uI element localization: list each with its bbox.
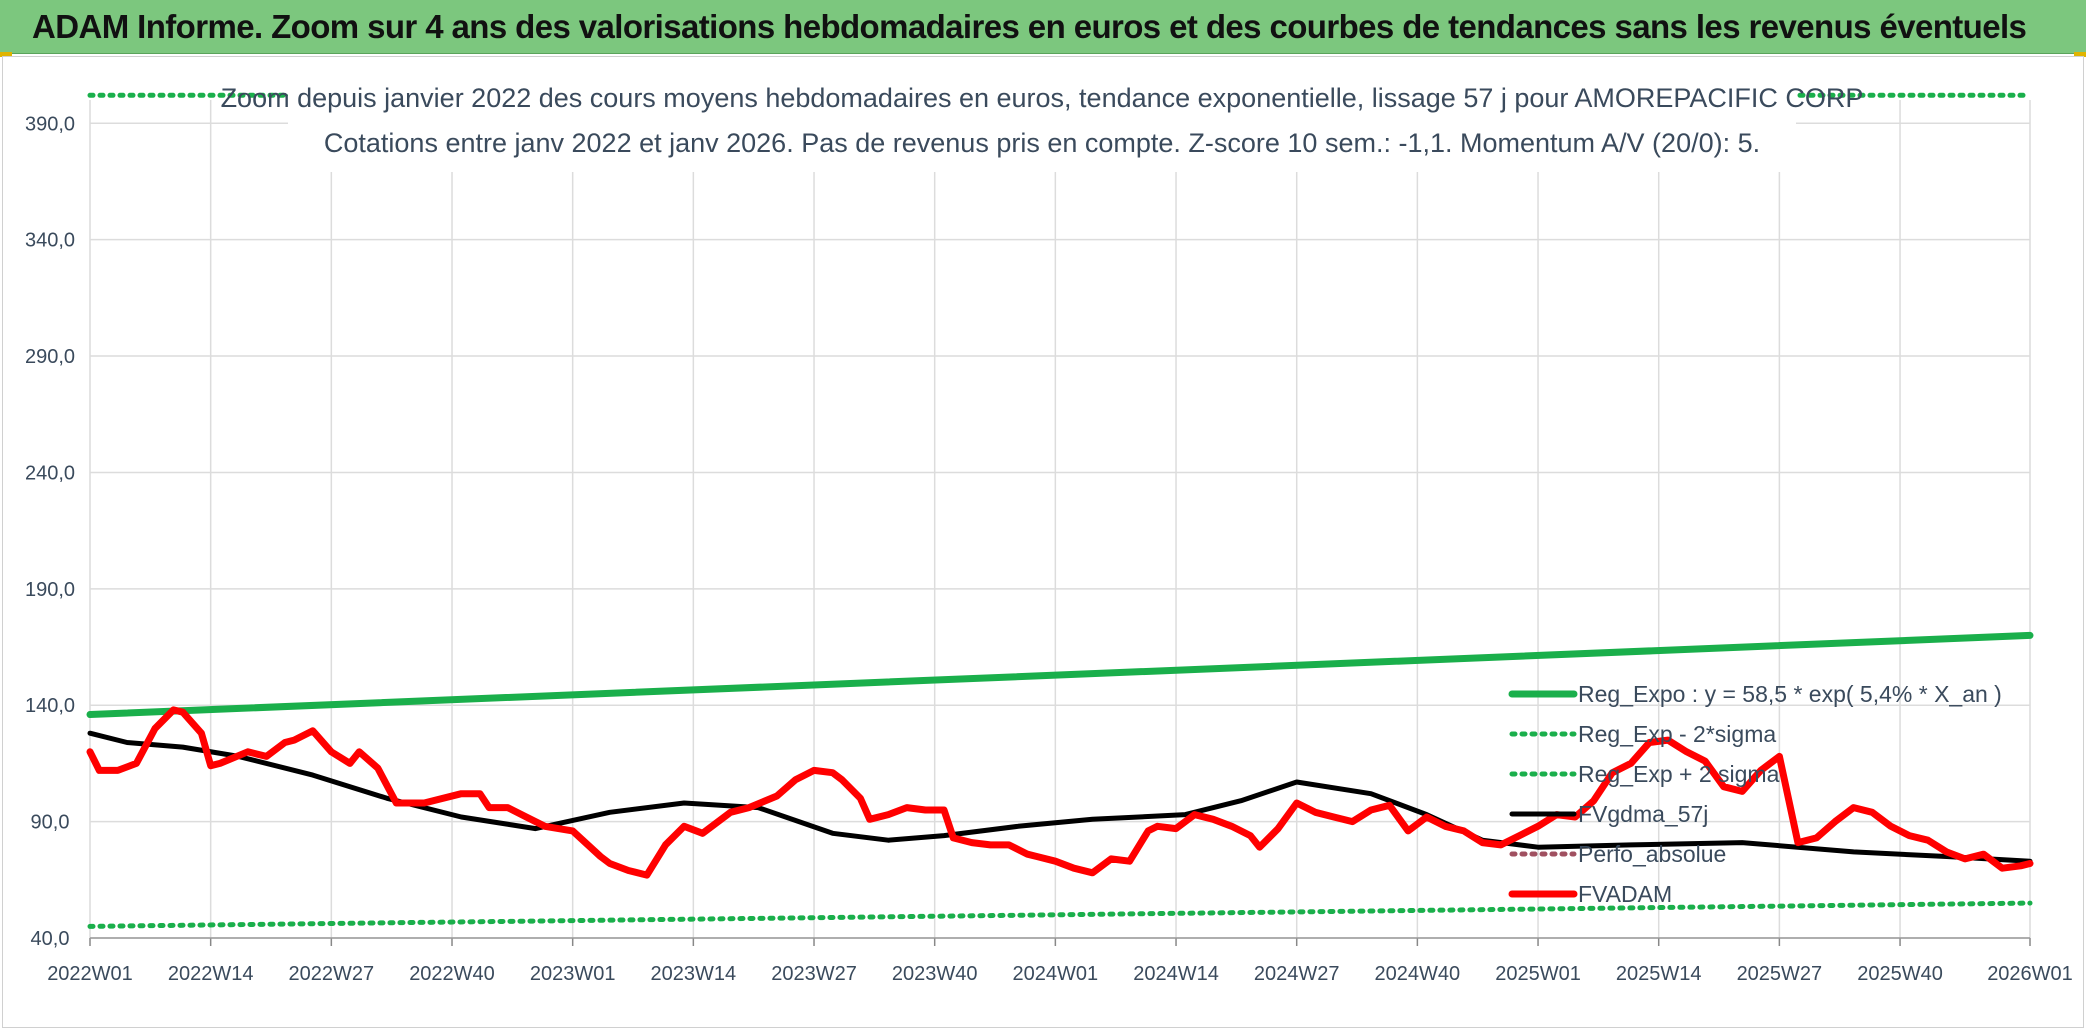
- x-tick-label: 2022W27: [289, 963, 375, 985]
- legend-label: Reg_Exp - 2*sigma: [1578, 721, 1776, 747]
- y-tick-label: 240,0: [25, 462, 75, 484]
- chart-subtitle: Cotations entre janv 2022 et janv 2026. …: [324, 128, 1760, 158]
- series-line-0: [86, 631, 2034, 718]
- page-title: ADAM Informe. Zoom sur 4 ans des valoris…: [32, 8, 2027, 45]
- chart-frame: [2, 56, 2084, 1028]
- x-tick-label: 2024W14: [1133, 963, 1219, 985]
- chart-title: Zoom depuis janvier 2022 des cours moyen…: [221, 83, 1864, 113]
- legend-label: Reg_Expo : y = 58,5 * exp( 5,4% * X_an ): [1578, 681, 2002, 707]
- legend-label: FVADAM: [1578, 881, 1672, 907]
- grid: [89, 100, 2031, 939]
- title-banner: ADAM Informe. Zoom sur 4 ans des valoris…: [0, 0, 2086, 54]
- series-layer: [86, 92, 2034, 929]
- x-tick-label: 2022W01: [47, 963, 133, 985]
- x-tick-label: 2025W40: [1857, 963, 1943, 985]
- x-tick-label: 2024W01: [1013, 963, 1099, 985]
- y-tick-label: 90,0: [31, 812, 70, 834]
- x-tick-label: 2026W01: [1987, 963, 2073, 985]
- title-background: [288, 78, 1796, 172]
- x-tick-label: 2022W14: [168, 963, 254, 985]
- axes: 40,0 90,0 140,0 190,0 240,0 290,0 340,0 390,0 20…: [25, 113, 2073, 985]
- y-tick-label: 390,0: [25, 113, 75, 135]
- x-tick-label: 2023W14: [651, 963, 737, 985]
- x-tick-label: 2025W27: [1737, 963, 1823, 985]
- legend-label: FVgdma_57j: [1578, 801, 1708, 827]
- y-tick-label: 40,0: [31, 928, 70, 950]
- banner-edge-decoration: [0, 52, 12, 57]
- series-line-5: [86, 706, 2034, 879]
- y-tick-label: 340,0: [25, 230, 75, 252]
- series-line-3: [87, 730, 2033, 864]
- x-tick-label: 2023W40: [892, 963, 978, 985]
- legend: Reg_Expo : y = 58,5 * exp( 5,4% * X_an )…: [1508, 681, 2002, 907]
- x-tick-label: 2024W40: [1375, 963, 1461, 985]
- legend-label: Perfo_absolue: [1578, 841, 1726, 867]
- y-tick-label: 290,0: [25, 346, 75, 368]
- x-tick-label: 2023W01: [530, 963, 616, 985]
- x-tick-label: 2022W40: [409, 963, 495, 985]
- y-tick-label: 190,0: [25, 579, 75, 601]
- series-line-1: [87, 900, 2033, 929]
- y-tick-label: 140,0: [25, 695, 75, 717]
- x-tick-label: 2024W27: [1254, 963, 1340, 985]
- banner-edge-decoration: [2074, 52, 2086, 57]
- x-tick-label: 2025W14: [1616, 963, 1702, 985]
- x-tick-label: 2023W27: [771, 963, 857, 985]
- x-tick-label: 2025W01: [1495, 963, 1581, 985]
- legend-label: Reg_Exp + 2 sigma: [1578, 761, 1780, 787]
